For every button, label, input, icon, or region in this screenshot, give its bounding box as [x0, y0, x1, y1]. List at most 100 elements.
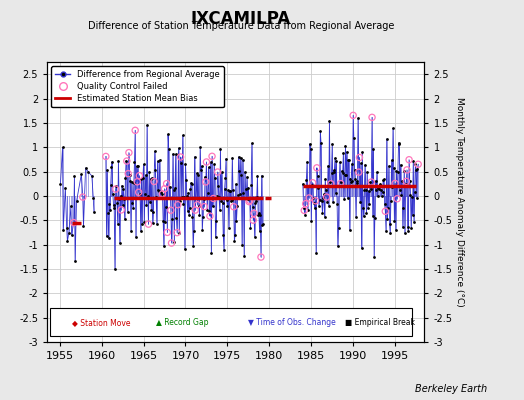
- Point: [406, 178, 414, 184]
- Point: [332, 190, 340, 197]
- Point: [144, 221, 152, 227]
- Point: [230, 204, 238, 210]
- Point: [228, 154, 236, 161]
- Point: [247, 182, 255, 188]
- Point: [200, 204, 209, 210]
- Point: [190, 228, 198, 234]
- Point: [351, 176, 359, 183]
- Point: [388, 184, 397, 190]
- Point: [90, 209, 98, 215]
- Point: [319, 195, 328, 202]
- Point: [367, 179, 376, 185]
- Point: [224, 187, 232, 194]
- Point: [358, 149, 366, 155]
- Point: [257, 254, 265, 260]
- Point: [220, 246, 228, 253]
- Point: [202, 159, 211, 165]
- Point: [171, 151, 180, 157]
- Point: [160, 186, 169, 192]
- Point: [382, 228, 390, 234]
- Point: [366, 186, 375, 192]
- Point: [375, 185, 383, 192]
- Point: [116, 240, 124, 246]
- Point: [196, 144, 204, 150]
- Point: [374, 185, 383, 191]
- Point: [409, 158, 418, 164]
- Point: [248, 204, 257, 210]
- Point: [246, 197, 254, 204]
- Point: [158, 191, 167, 197]
- Point: [257, 172, 266, 179]
- Point: [399, 224, 407, 230]
- Point: [209, 195, 217, 202]
- Point: [303, 206, 312, 213]
- Point: [410, 189, 419, 196]
- Point: [253, 172, 261, 179]
- Legend: Difference from Regional Average, Quality Control Failed, Estimated Station Mean: Difference from Regional Average, Qualit…: [51, 66, 224, 107]
- Point: [207, 250, 215, 256]
- Point: [299, 181, 307, 187]
- Point: [155, 188, 163, 195]
- Point: [336, 159, 344, 166]
- Point: [356, 198, 364, 205]
- Point: [148, 174, 156, 181]
- Point: [305, 141, 314, 147]
- Point: [123, 208, 132, 215]
- Point: [405, 156, 413, 163]
- Point: [196, 167, 205, 173]
- Point: [136, 190, 144, 197]
- Point: [389, 165, 398, 171]
- Point: [252, 198, 260, 204]
- Point: [383, 216, 391, 223]
- Point: [221, 175, 230, 182]
- Point: [381, 208, 389, 214]
- Point: [185, 212, 193, 218]
- Point: [258, 222, 267, 228]
- Point: [192, 170, 201, 177]
- Point: [299, 205, 308, 211]
- Point: [326, 178, 334, 185]
- Point: [122, 158, 130, 164]
- Point: [323, 199, 332, 206]
- Point: [334, 243, 342, 249]
- Point: [108, 158, 116, 165]
- Point: [380, 200, 389, 207]
- Point: [380, 176, 388, 183]
- Point: [324, 202, 333, 209]
- Point: [118, 202, 127, 208]
- Point: [102, 233, 111, 240]
- Point: [241, 169, 249, 175]
- Point: [223, 197, 231, 204]
- Point: [191, 207, 200, 213]
- Point: [230, 238, 238, 244]
- Point: [163, 229, 171, 236]
- Point: [385, 163, 393, 169]
- Point: [352, 214, 360, 220]
- Point: [226, 188, 234, 194]
- Point: [103, 167, 112, 174]
- Point: [104, 235, 113, 242]
- Point: [141, 172, 150, 178]
- Point: [362, 210, 370, 217]
- Point: [364, 204, 372, 211]
- Point: [411, 161, 420, 168]
- Point: [173, 202, 182, 208]
- Point: [130, 159, 139, 165]
- Point: [127, 178, 136, 185]
- Point: [152, 194, 160, 200]
- Point: [183, 193, 191, 200]
- Point: [174, 145, 183, 152]
- Point: [164, 131, 172, 138]
- Point: [222, 156, 230, 162]
- Point: [357, 160, 365, 166]
- Point: [214, 182, 223, 189]
- Point: [379, 177, 387, 183]
- Point: [391, 227, 400, 233]
- Point: [240, 253, 248, 260]
- Point: [79, 194, 87, 200]
- Point: [329, 199, 337, 205]
- Point: [135, 172, 144, 179]
- Point: [180, 194, 188, 200]
- Point: [392, 168, 401, 174]
- Point: [188, 180, 196, 187]
